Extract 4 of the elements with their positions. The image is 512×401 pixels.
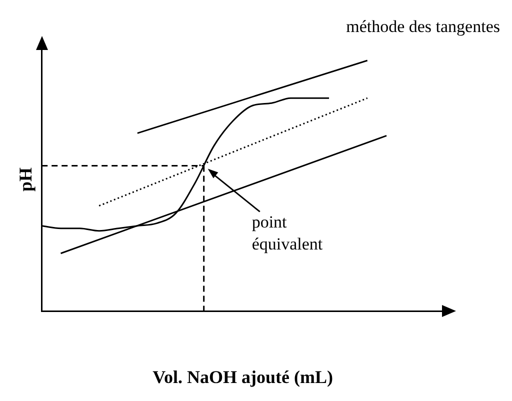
text: méthode des tangentes: [346, 17, 500, 36]
y-axis-title: pH: [15, 167, 36, 192]
x-axis-title: Vol. NaOH ajouté (mL): [152, 366, 333, 387]
annotation: point équivalent: [252, 212, 323, 254]
